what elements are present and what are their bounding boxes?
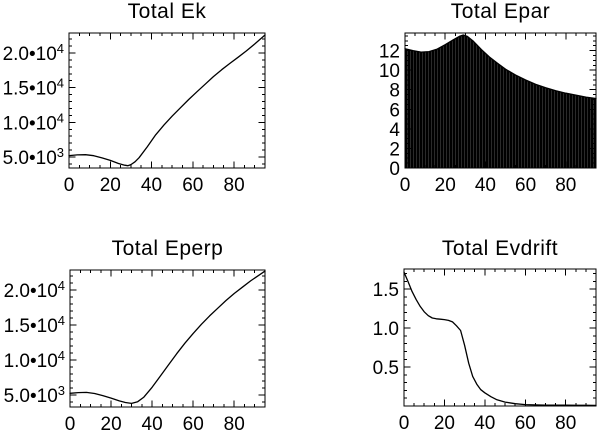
y-tick-label: 6 (389, 100, 400, 121)
plot-box (404, 32, 597, 169)
x-tick-label: 20 (435, 175, 456, 196)
area-fill (405, 35, 596, 168)
chart-title-total-eperp: Total Eperp (111, 237, 224, 260)
y-tick-label: 1.0 (373, 319, 399, 340)
x-tick-label: 80 (555, 175, 576, 196)
chart-title-total-ek: Total Ek (127, 0, 207, 23)
x-tick-label: 20 (101, 414, 122, 434)
panel-total-ek: 0 20 40 60 80 5.0•103 1.0•104 1.5•104 2.0•104 (3, 32, 266, 196)
y-tick-label: 0.5 (373, 358, 399, 379)
y-tick-label: 2.0•104 (4, 278, 65, 302)
y-tick-label: 4 (389, 120, 400, 141)
plot-box (403, 268, 597, 407)
y-tick-label: 10 (379, 61, 400, 82)
x-tick-label: 20 (100, 175, 121, 196)
x-tick-label: 40 (474, 413, 495, 434)
data-curve (404, 34, 597, 100)
data-curve (403, 271, 597, 407)
y-tick-label: 1.5•104 (4, 313, 65, 337)
y-tick-label: 5.0•103 (4, 383, 65, 407)
plot-box (69, 269, 266, 408)
plot-box (68, 32, 266, 169)
x-tick-label: 0 (400, 175, 411, 196)
y-tick-label: 8 (389, 81, 400, 102)
panel-total-eperp: 0 20 40 60 80 5.0•103 1.0•104 1.5•104 2.0•104 (4, 269, 266, 434)
y-tick-label: 1.5•104 (3, 76, 64, 100)
x-tick-label: 60 (182, 175, 203, 196)
x-tick-label: 20 (434, 413, 455, 434)
data-curve (68, 34, 266, 167)
x-tick-label: 40 (142, 414, 163, 434)
chart-title-total-evdrift: Total Evdrift (441, 237, 559, 260)
x-tick-label: 0 (65, 414, 76, 434)
x-tick-label: 0 (399, 413, 410, 434)
x-tick-label: 80 (224, 175, 245, 196)
panel-total-evdrift: 0 20 40 60 80 0.5 1.0 1.5 (373, 268, 597, 434)
y-tick-label: 2 (389, 139, 400, 160)
x-tick-label: 40 (141, 175, 162, 196)
y-tick-label: 0 (389, 159, 400, 180)
x-tick-label: 60 (183, 414, 204, 434)
y-tick-label: 1.0•104 (4, 348, 65, 372)
y-tick-label: 1.0•104 (3, 110, 64, 134)
x-tick-label: 80 (224, 414, 245, 434)
x-tick-label: 40 (475, 175, 496, 196)
x-tick-label: 0 (64, 175, 75, 196)
y-tick-label: 12 (379, 42, 400, 63)
data-curve (69, 270, 266, 405)
y-tick-label: 1.5 (373, 280, 399, 301)
y-tick-label: 5.0•103 (3, 145, 64, 169)
x-tick-label: 60 (515, 413, 536, 434)
x-tick-label: 80 (555, 413, 576, 434)
y-tick-label: 2.0•104 (3, 41, 64, 65)
chart-title-total-epar: Total Epar (450, 0, 551, 23)
x-tick-label: 60 (515, 175, 536, 196)
